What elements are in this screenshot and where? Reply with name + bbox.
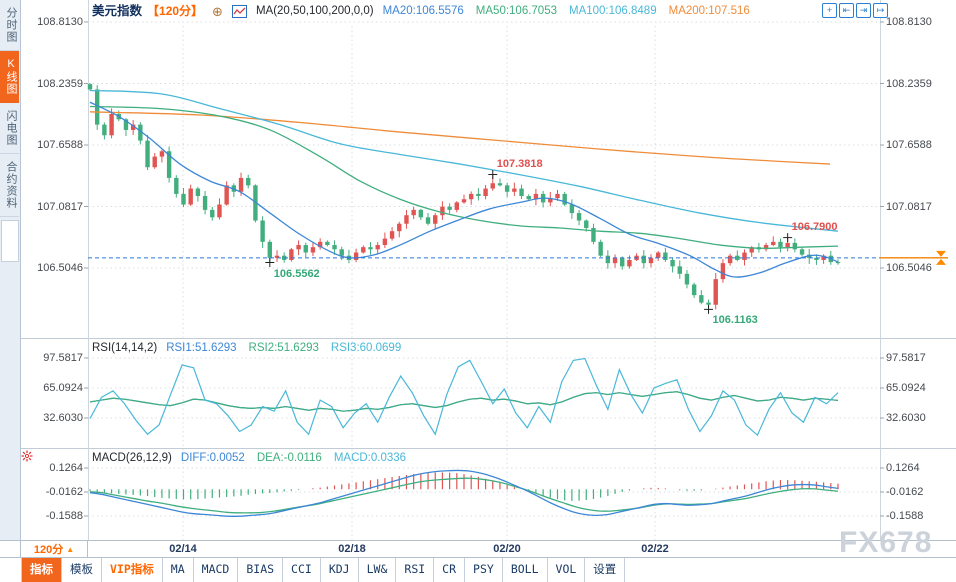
y-axis-label: 106.5046	[886, 262, 932, 274]
chart-type-icon[interactable]	[231, 5, 247, 18]
y-axis-label: -0.1588	[886, 510, 924, 522]
crosshair-icon[interactable]: +	[822, 3, 837, 18]
sidebar-item-1[interactable]: K线图	[0, 51, 19, 103]
toolbar-item-11[interactable]: PSY	[465, 558, 503, 582]
toolbar-item-1[interactable]: 模板	[62, 558, 102, 582]
y-axis-label: 108.2359	[886, 77, 932, 90]
y-axis-label: 108.8130	[886, 16, 932, 28]
y-axis-label: 32.6030	[886, 412, 926, 424]
macd-settings-label[interactable]: MACD(26,12,9)	[92, 452, 172, 464]
y-axis-label: -0.1588	[45, 510, 83, 522]
price-annotation: 106.7900	[791, 220, 838, 233]
indicator-value: MA50:106.7053	[475, 5, 557, 17]
sidebar: 分时图 K线图 闪电图 合约资料	[0, 0, 21, 540]
toolbar-item-14[interactable]: 设置	[585, 558, 626, 582]
toolbar-item-6[interactable]: CCI	[283, 558, 321, 582]
y-axis-label: 107.6588	[37, 139, 83, 151]
rsi-values: RSI1:51.6293 RSI2:51.6293 RSI3:60.0699	[166, 341, 401, 356]
y-axis-label: 107.0817	[37, 200, 83, 213]
indicator-value: RSI1:51.6293	[166, 342, 237, 354]
toolbar-item-9[interactable]: RSI	[396, 558, 435, 582]
pan-right-icon[interactable]: ↦	[873, 3, 888, 18]
y-axis-label: 65.0924	[43, 381, 83, 394]
price-annotation: 106.1163	[712, 314, 758, 327]
toolbar-item-2[interactable]: VIP指标	[102, 558, 163, 582]
bottom-toolbar: 指标 模板 VIP指标 MA MACD BIAS CCI KDJ LW& RSI CR PSY BOLL…	[0, 557, 956, 582]
ma-values: MA20:106.5576 MA50:106.7053 MA100:106.8489…	[383, 4, 750, 19]
indicator-settings-icon[interactable]	[21, 449, 33, 467]
x-axis-label: 02/22	[641, 543, 669, 555]
sidebar-blank-panel	[1, 220, 19, 262]
price-annotation: 107.3818	[496, 157, 543, 170]
zoom-in-icon[interactable]: ⇥	[856, 3, 871, 18]
y-axis-label: 0.1264	[49, 462, 83, 474]
toolbar-item-0[interactable]: 指标	[22, 558, 62, 582]
sidebar-item-2[interactable]: 闪电图	[0, 103, 19, 154]
period-selector-label: 120分	[33, 544, 64, 556]
toolbar-item-3[interactable]: MA	[163, 558, 194, 582]
toolbar-item-12[interactable]: BOLL	[503, 558, 548, 582]
macd-header: MACD(26,12,9) DIFF:0.0052 DEA:-0.0116 MACD…	[92, 451, 406, 466]
sidebar-item-0[interactable]: 分时图	[0, 0, 19, 51]
main-chart-header: 美元指数 【120分】 ⊕ MA(20,50,100,200,0,0) MA20…	[92, 4, 750, 19]
indicator-value: DEA:-0.0116	[256, 452, 322, 464]
toolbar-item-5[interactable]: BIAS	[238, 558, 284, 582]
axis-corner-cell	[0, 541, 21, 557]
y-axis-label: 32.6030	[43, 412, 83, 424]
toolbar-item-7[interactable]: KDJ	[321, 558, 359, 582]
indicator-value: MA200:107.516	[668, 5, 750, 17]
toolbar-item-13[interactable]: VOL	[548, 558, 586, 582]
y-axis-label: 108.2359	[37, 77, 83, 90]
toolbar-item-4[interactable]: MACD	[194, 558, 239, 582]
y-axis-label: 65.0924	[886, 381, 926, 394]
toolbar-item-10[interactable]: CR	[434, 558, 466, 582]
y-axis-label: 107.0817	[886, 200, 932, 213]
ma-settings-label[interactable]: MA(20,50,100,200,0,0)	[255, 5, 374, 17]
y-axis-label: 107.6588	[886, 139, 932, 151]
zoom-out-icon[interactable]: ⇤	[839, 3, 854, 18]
chevron-up-icon: ▲	[66, 544, 75, 554]
price-chart-canvas[interactable]	[0, 0, 956, 540]
y-axis-label: 106.5046	[37, 262, 83, 274]
sidebar-item-3[interactable]: 合约资料	[0, 154, 19, 217]
rsi-header: RSI(14,14,2) RSI1:51.6293 RSI2:51.6293 RSI…	[92, 341, 401, 356]
symbol-title: 美元指数	[92, 4, 143, 18]
chart-toolbar-icons: + ⇤ ⇥ ↦	[822, 3, 888, 18]
toolbar-spacer	[0, 558, 22, 582]
y-axis-label: -0.0162	[886, 486, 924, 498]
price-annotation: 106.5562	[273, 267, 320, 280]
y-axis-label: 97.5817	[43, 352, 83, 364]
period-label: 【120分】	[147, 4, 204, 18]
macd-values: DIFF:0.0052 DEA:-0.0116 MACD:0.0336	[181, 451, 406, 466]
x-axis-label: 02/20	[493, 543, 521, 555]
indicator-value: MA20:106.5576	[382, 5, 464, 17]
y-axis-label: 0.1264	[886, 462, 920, 474]
y-axis-label: 97.5817	[886, 352, 926, 364]
rsi-settings-label[interactable]: RSI(14,14,2)	[92, 342, 158, 354]
indicator-value: RSI3:60.0699	[330, 342, 402, 354]
x-axis-label: 02/14	[169, 543, 197, 555]
indicator-value: DIFF:0.0052	[180, 452, 245, 464]
time-axis: 120分 ▲ 02/14 02/18 02/20 02/22	[0, 540, 956, 558]
indicator-value: MACD:0.0336	[333, 452, 407, 464]
y-axis-label: -0.0162	[45, 486, 83, 498]
y-axis-label: 108.8130	[37, 16, 83, 28]
toolbar-item-8[interactable]: LW&	[359, 558, 397, 582]
add-overlay-icon[interactable]: ⊕	[212, 4, 223, 19]
indicator-value: RSI2:51.6293	[248, 342, 319, 354]
x-axis-label: 02/18	[338, 543, 366, 555]
period-selector[interactable]: 120分 ▲	[21, 541, 88, 558]
indicator-value: MA100:106.8489	[569, 5, 657, 17]
